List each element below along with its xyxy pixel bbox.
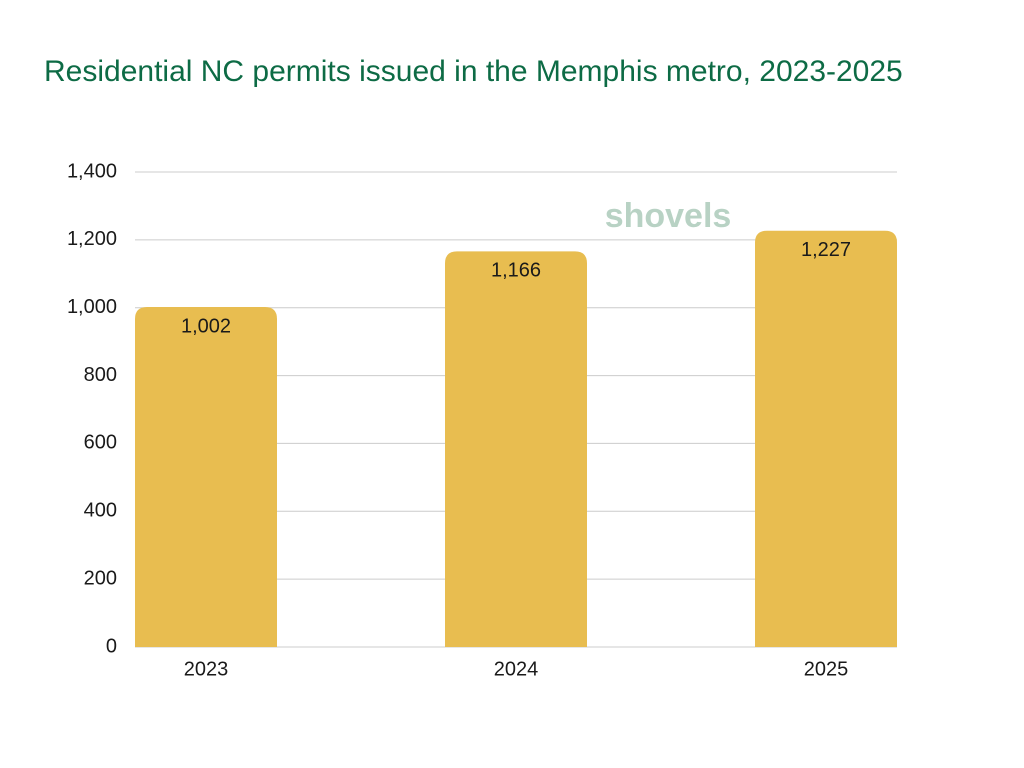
x-tick-label: 2024 <box>494 658 539 680</box>
bar <box>135 307 277 647</box>
bar <box>445 251 587 647</box>
value-label: 1,002 <box>181 315 231 337</box>
x-tick-label: 2025 <box>804 658 849 680</box>
x-tick-label: 2023 <box>184 658 229 680</box>
bar <box>755 230 897 648</box>
watermark: shovels <box>605 197 732 235</box>
y-tick-label: 1,200 <box>67 228 117 250</box>
y-tick-label: 600 <box>84 432 117 454</box>
y-tick-label: 0 <box>106 635 117 657</box>
y-tick-label: 400 <box>84 500 117 522</box>
y-tick-label: 800 <box>84 364 117 386</box>
y-tick-label: 200 <box>84 567 117 589</box>
y-tick-label: 1,400 <box>67 160 117 182</box>
value-label: 1,166 <box>491 260 541 282</box>
chart-title: Residential NC permits issued in the Mem… <box>44 55 903 88</box>
y-tick-label: 1,000 <box>67 296 117 318</box>
value-label: 1,227 <box>801 239 851 261</box>
